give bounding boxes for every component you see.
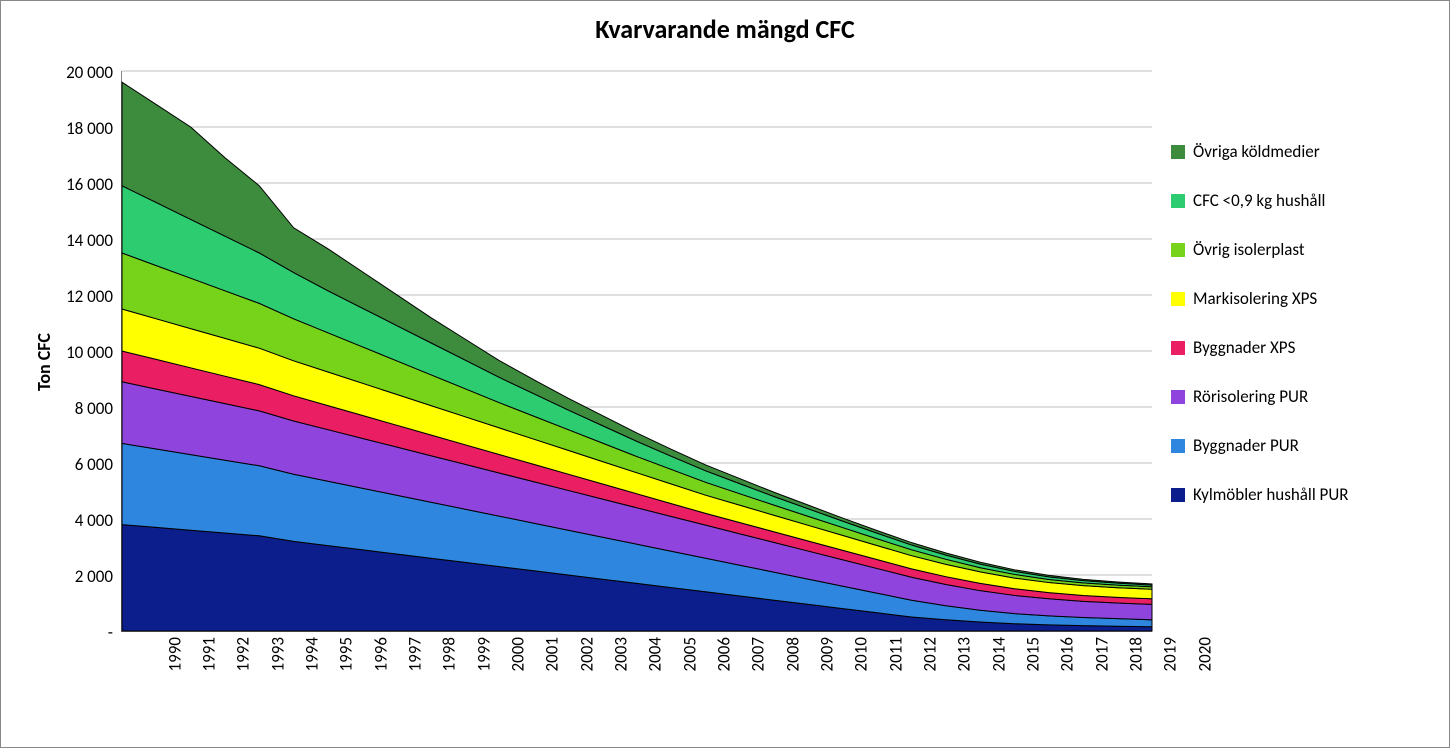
- legend-item: Kylmöbler hushåll PUR: [1171, 484, 1441, 505]
- legend-label: CFC <0,9 kg hushåll: [1193, 190, 1325, 211]
- x-tick-label: 1998: [439, 637, 460, 671]
- x-tick-label: 1993: [267, 637, 288, 671]
- x-tick-label: 2005: [679, 637, 700, 671]
- chart-title: Kvarvarande mängd CFC: [1, 13, 1449, 45]
- x-tick-label: 2013: [954, 637, 975, 671]
- y-tick-label: 20 000: [13, 62, 113, 83]
- legend-label: Övriga köldmedier: [1193, 141, 1320, 162]
- x-tick-label: 2016: [1057, 637, 1078, 671]
- plot-area: [121, 71, 1152, 632]
- legend: Övriga köldmedier CFC <0,9 kg hushåll Övri…: [1171, 141, 1441, 533]
- x-tick-label: 2012: [919, 637, 940, 671]
- legend-label: Byggnader PUR: [1193, 435, 1299, 456]
- legend-label: Byggnader XPS: [1193, 337, 1295, 358]
- x-tick-label: 2002: [576, 637, 597, 671]
- chart-frame: Kvarvarande mängd CFC Ton CFC -2 0004 00…: [0, 0, 1450, 748]
- x-tick-label: 1991: [198, 637, 219, 671]
- x-tick-label: 2001: [542, 637, 563, 671]
- x-tick-label: 2020: [1194, 637, 1215, 671]
- x-tick-label: 2017: [1091, 637, 1112, 671]
- x-tick-label: 2008: [782, 637, 803, 671]
- legend-label: Markisolering XPS: [1193, 288, 1317, 309]
- legend-swatch: [1171, 243, 1185, 257]
- legend-item: Byggnader PUR: [1171, 435, 1441, 456]
- x-tick-label: 2009: [816, 637, 837, 671]
- x-tick-label: 1992: [233, 637, 254, 671]
- legend-item: Övriga köldmedier: [1171, 141, 1441, 162]
- y-tick-label: 10 000: [13, 342, 113, 363]
- legend-swatch: [1171, 488, 1185, 502]
- y-tick-label: -: [13, 622, 113, 643]
- y-tick-label: 12 000: [13, 286, 113, 307]
- legend-swatch: [1171, 439, 1185, 453]
- legend-swatch: [1171, 341, 1185, 355]
- x-tick-label: 2018: [1125, 637, 1146, 671]
- y-tick-label: 4 000: [13, 510, 113, 531]
- x-tick-label: 2019: [1160, 637, 1181, 671]
- legend-item: CFC <0,9 kg hushåll: [1171, 190, 1441, 211]
- legend-item: Byggnader XPS: [1171, 337, 1441, 358]
- y-tick-label: 2 000: [13, 566, 113, 587]
- legend-item: Övrig isolerplast: [1171, 239, 1441, 260]
- x-tick-label: 1995: [336, 637, 357, 671]
- x-tick-label: 1990: [164, 637, 185, 671]
- x-tick-label: 1997: [404, 637, 425, 671]
- x-tick-label: 1996: [370, 637, 391, 671]
- x-tick-label: 1994: [301, 637, 322, 671]
- x-tick-label: 2000: [507, 637, 528, 671]
- x-tick-label: 2006: [713, 637, 734, 671]
- legend-swatch: [1171, 292, 1185, 306]
- legend-swatch: [1171, 194, 1185, 208]
- legend-item: Rörisolering PUR: [1171, 386, 1441, 407]
- legend-label: Övrig isolerplast: [1193, 239, 1305, 260]
- legend-label: Rörisolering PUR: [1193, 386, 1308, 407]
- y-tick-label: 16 000: [13, 174, 113, 195]
- x-tick-label: 2014: [988, 637, 1009, 671]
- y-tick-label: 6 000: [13, 454, 113, 475]
- x-tick-label: 2010: [851, 637, 872, 671]
- y-tick-label: 8 000: [13, 398, 113, 419]
- y-tick-label: 14 000: [13, 230, 113, 251]
- x-tick-label: 2004: [645, 637, 666, 671]
- x-tick-label: 2011: [885, 637, 906, 671]
- legend-item: Markisolering XPS: [1171, 288, 1441, 309]
- x-tick-label: 2007: [748, 637, 769, 671]
- legend-swatch: [1171, 145, 1185, 159]
- x-tick-label: 2015: [1022, 637, 1043, 671]
- plot-svg: [122, 71, 1152, 631]
- x-tick-label: 1999: [473, 637, 494, 671]
- legend-label: Kylmöbler hushåll PUR: [1193, 484, 1348, 505]
- x-tick-label: 2003: [610, 637, 631, 671]
- legend-swatch: [1171, 390, 1185, 404]
- y-tick-label: 18 000: [13, 118, 113, 139]
